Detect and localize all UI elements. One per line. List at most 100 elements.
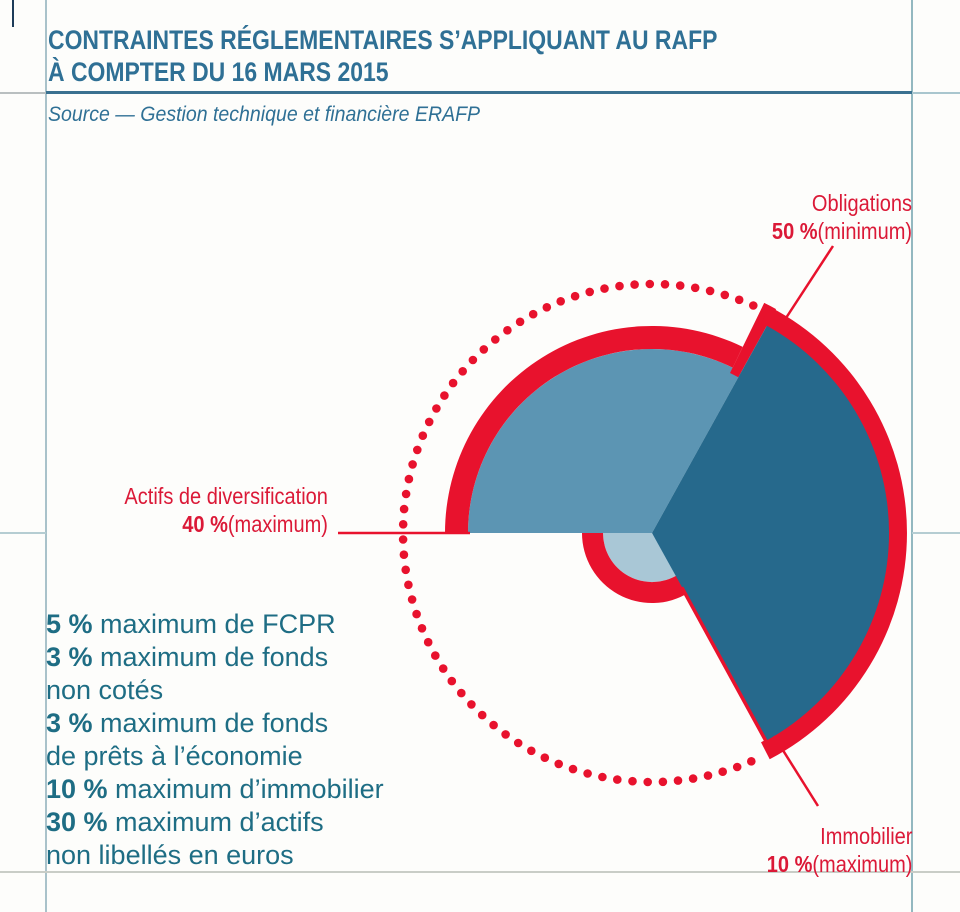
dotted-circle-dot [440,391,449,400]
constraint-line: non libellés en euros [46,840,294,870]
dotted-circle-dot [732,762,742,772]
dotted-circle-dot [468,355,478,365]
dotted-circle-dot [585,287,594,297]
immobilier-pct: 10 % [766,851,812,877]
dotted-circle-dot [675,281,685,290]
dotted-circle-dot [418,431,428,441]
actifs-sector [468,349,742,533]
dotted-circle-dot [554,759,563,769]
dotted-circle-dot [424,417,434,427]
dotted-circle-dot [458,367,468,376]
dotted-circle-dot [398,535,408,544]
callout-actifs: Actifs de diversification 40 %(maximum) [124,482,328,538]
mid-crop-line-right [912,532,960,534]
dotted-circle-dot [404,580,413,590]
dotted-circle-dot [643,777,652,787]
dotted-circle-dot [489,720,498,730]
dotted-circle-dot [431,651,440,660]
page-title-line2: À COMPTER DU 16 MARS 2015 [48,57,389,87]
dotted-circle-dot [660,280,670,289]
mid-crop-line-left [0,532,46,534]
dotted-circle-dot [628,776,637,786]
callout-obligations: Obligations 50 %(minimum) [772,189,912,245]
dotted-circle-dot [501,730,510,739]
left-margin-line [45,0,47,912]
dotted-circle-dot [423,637,433,647]
constraint-line: 5 % maximum de FCPR [46,609,336,639]
callout-immobilier: Immobilier 10 %(maximum) [766,822,912,878]
dotted-circle-dot [703,771,713,780]
actifs-ring [445,325,743,533]
dotted-circle-dot [645,279,655,289]
obligations-sector [652,325,890,741]
obligations-pct: 50 % [771,218,818,244]
dotted-circle-dot [720,290,730,300]
actifs-qualifier: (maximum) [227,511,328,537]
dotted-circle-dot [556,297,565,306]
dotted-circle-dot [477,710,487,720]
dotted-circle-dot [407,595,417,604]
dotted-circle-dot [542,303,552,312]
title-rule [46,91,912,94]
dotted-circle-dot [630,280,639,289]
constraint-line: de prêts à l’économie [46,741,303,771]
dotted-circle-dot [417,624,427,633]
callout-actifs-value: 40 %(maximum) [124,510,328,538]
callout-immobilier-value: 10 %(maximum) [766,850,912,878]
dotted-circle-dot [658,777,668,787]
dotted-circle-dot [398,520,408,529]
dotted-circle-dot [438,664,448,673]
dotted-circle-dot [613,775,622,784]
dotted-circle-dot [457,688,466,698]
dotted-circle-dot [408,460,417,469]
dotted-circle-dot [734,295,744,305]
dotted-circle-dot [503,326,512,335]
dotted-circle-dot [568,764,578,774]
bottom-rule [0,871,960,873]
dotted-circle-dot [404,474,414,484]
dotted-circle-dot [749,301,758,310]
dotted-circle-dot [513,738,523,748]
dotted-circle-dot [491,335,500,344]
corner-crop-tick [12,0,14,27]
immobilier-qualifier: (maximum) [811,851,912,877]
leader-line-immobilier [772,735,820,807]
dotted-circle-dot [515,317,525,327]
dotted-circle-dot [447,676,457,686]
callout-actifs-name: Actifs de diversification [124,483,328,509]
right-margin-line [911,0,913,912]
callout-obligations-value: 50 %(minimum) [772,217,912,245]
callout-obligations-name: Obligations [811,190,912,216]
page-title: CONTRAINTES RÉGLEMENTAIRES S’APPLIQUANT … [48,24,717,88]
page-title-line1: CONTRAINTES RÉGLEMENTAIRES S’APPLIQUANT … [48,25,718,55]
dotted-circle-dot [598,772,607,782]
title-rule-right-stub [912,92,960,94]
dotted-circle-dot [540,753,550,762]
obligations-ring [761,306,907,760]
dotted-circle-dot [673,776,683,785]
constraints-list: 5 % maximum de FCPR 3 % maximum de fonds… [46,608,384,872]
dotted-circle-dot [747,757,756,766]
dotted-circle-dot [718,767,727,776]
source-note: Source — Gestion technique et financière… [48,103,481,126]
dotted-circle-dot [705,286,715,296]
leader-line-obligations [784,245,835,319]
obligations-qualifier: (minimum) [817,218,912,244]
dotted-circle-dot [401,565,411,575]
dotted-circle-dot [448,378,458,388]
dotted-circle-dot [570,291,580,301]
dotted-circle-dot [399,504,409,514]
dotted-circle-dot [401,489,411,499]
dotted-circle-dot [412,609,421,619]
wedge-edge-trim [680,586,771,747]
dotted-circle-dot [528,309,538,319]
dotted-circle-dot [600,284,609,293]
constraint-line: 3 % maximum de fonds [46,642,329,672]
actifs-pct: 40 % [182,511,228,537]
callout-immobilier-name: Immobilier [819,823,912,849]
constraint-line: 30 % maximum d’actifs [46,807,324,837]
dotted-circle-dot [432,404,441,413]
dotted-circle-dot [615,281,624,291]
